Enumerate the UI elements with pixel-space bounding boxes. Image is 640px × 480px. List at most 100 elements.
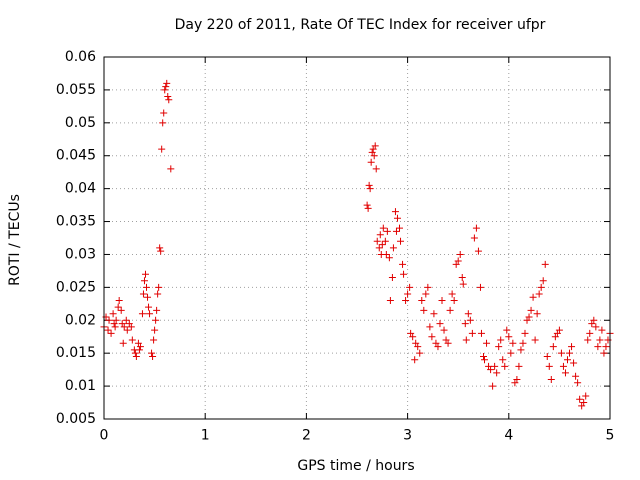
data-point-marker — [535, 290, 543, 298]
data-point-marker — [414, 343, 422, 351]
data-point-marker — [549, 343, 557, 351]
x-tick-label: 3 — [403, 428, 412, 444]
y-tick-label: 0.005 — [56, 411, 96, 427]
data-point-marker — [148, 349, 156, 357]
data-point-marker — [563, 356, 571, 364]
data-point-marker — [139, 290, 147, 298]
data-point-marker — [128, 336, 136, 344]
data-point-marker — [392, 227, 400, 235]
data-point-marker — [370, 152, 378, 160]
data-point-marker — [464, 310, 472, 318]
data-point-marker — [389, 244, 397, 252]
data-point-marker — [146, 310, 154, 318]
data-point-marker — [364, 204, 372, 212]
y-tick-label: 0.045 — [56, 148, 96, 164]
data-point-marker — [117, 306, 125, 314]
data-point-marker — [493, 369, 501, 377]
plot-frame — [103, 56, 611, 420]
data-point-marker — [132, 352, 140, 360]
data-point-marker — [566, 349, 574, 357]
data-point-marker — [519, 339, 527, 347]
data-point-marker — [594, 343, 602, 351]
data-point-marker — [111, 323, 119, 331]
y-tick-label: 0.015 — [56, 345, 96, 361]
data-point-marker — [466, 316, 474, 324]
data-point-marker — [584, 336, 592, 344]
data-point-marker — [107, 329, 115, 337]
data-point-marker — [145, 303, 153, 311]
data-point-marker — [379, 224, 387, 232]
data-point-marker — [422, 290, 430, 298]
y-tick-label: 0.03 — [65, 246, 96, 262]
data-point-marker — [150, 336, 158, 344]
y-tick-label: 0.055 — [56, 82, 96, 98]
y-axis-label: ROTI / TECUs — [7, 194, 23, 286]
data-point-marker — [159, 119, 167, 127]
data-point-marker — [474, 247, 482, 255]
y-tick-label: 0.02 — [65, 312, 96, 328]
data-point-marker — [476, 283, 484, 291]
data-point-marker — [572, 372, 580, 380]
data-point-marker — [161, 86, 169, 94]
data-point-marker — [155, 283, 163, 291]
data-point-marker — [461, 320, 469, 328]
data-point-marker — [487, 366, 495, 374]
data-point-marker — [580, 399, 588, 407]
data-point-marker — [440, 326, 448, 334]
data-point-marker — [543, 352, 551, 360]
data-point-marker — [592, 323, 600, 331]
data-point-marker — [468, 329, 476, 337]
data-point-marker — [119, 339, 127, 347]
data-point-marker — [404, 290, 412, 298]
data-point-marker — [162, 83, 170, 91]
x-axis-label: GPS time / hours — [297, 458, 414, 474]
data-point-marker — [151, 326, 159, 334]
y-tick-label: 0.01 — [65, 378, 96, 394]
data-point-marker — [533, 310, 541, 318]
data-point-marker — [127, 323, 135, 331]
data-point-marker — [385, 254, 393, 262]
data-point-marker — [555, 326, 563, 334]
data-point-marker — [557, 349, 565, 357]
data-point-marker — [559, 362, 567, 370]
data-point-marker — [545, 362, 553, 370]
data-point-marker — [547, 376, 555, 384]
data-point-marker — [454, 257, 462, 265]
data-point-marker — [402, 297, 410, 305]
data-point-marker — [598, 326, 606, 334]
data-point-marker — [382, 250, 390, 258]
data-point-marker — [477, 329, 485, 337]
data-point-marker — [539, 277, 547, 285]
data-point-marker — [376, 231, 384, 239]
data-point-marker — [561, 369, 569, 377]
data-point-marker — [456, 250, 464, 258]
data-point-marker — [375, 244, 383, 252]
data-point-marker — [436, 320, 444, 328]
data-point-marker — [378, 241, 386, 249]
x-tick-label: 4 — [504, 428, 513, 444]
data-point-marker — [105, 316, 113, 324]
data-point-marker — [112, 316, 120, 324]
data-point-marker — [483, 339, 491, 347]
data-point-marker — [586, 329, 594, 337]
data-point-marker — [505, 333, 513, 341]
data-point-marker — [495, 343, 503, 351]
data-point-marker — [163, 79, 171, 87]
data-point-marker — [400, 270, 408, 278]
data-point-marker — [160, 109, 168, 117]
data-point-marker — [373, 237, 381, 245]
y-tick-label: 0.04 — [65, 181, 96, 197]
x-tick-label: 2 — [302, 428, 311, 444]
data-points — [100, 79, 614, 410]
data-point-marker — [503, 326, 511, 334]
data-point-marker — [570, 359, 578, 367]
data-point-marker — [138, 310, 146, 318]
data-point-marker — [568, 343, 576, 351]
data-point-marker — [399, 260, 407, 268]
data-point-marker — [396, 224, 404, 232]
grid-lines — [104, 57, 610, 419]
data-point-marker — [366, 185, 374, 193]
data-point-marker — [501, 362, 509, 370]
data-point-marker — [158, 145, 166, 153]
